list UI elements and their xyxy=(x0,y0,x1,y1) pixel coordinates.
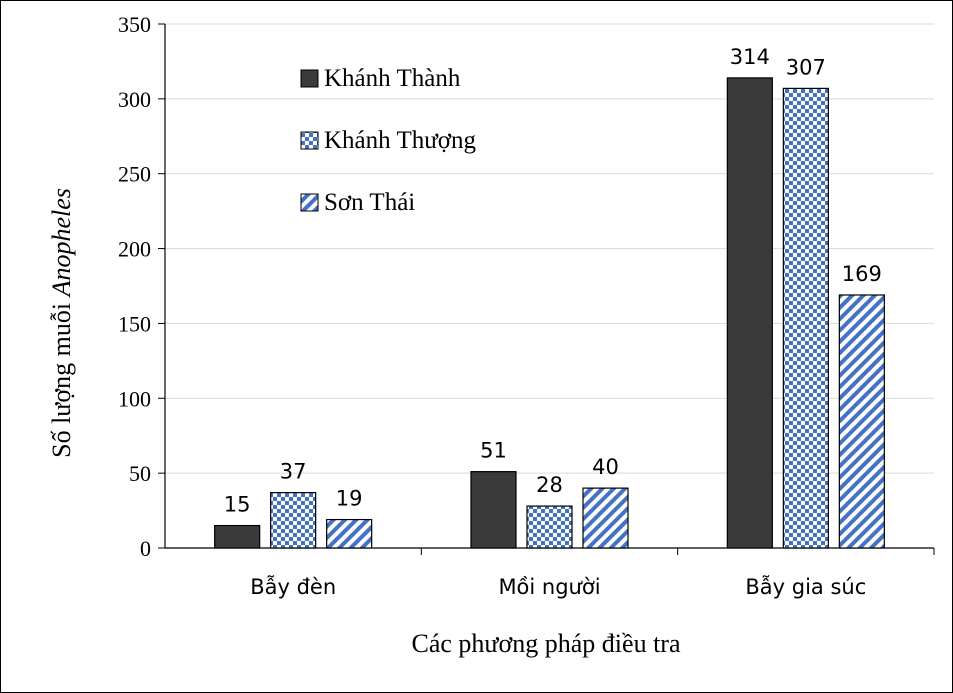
data-label: 15 xyxy=(224,493,251,517)
x-category-label: Mồi người xyxy=(498,575,600,599)
legend: Khánh Thành Khánh Thượng Sơn Thái xyxy=(300,65,476,216)
bar xyxy=(214,524,261,549)
x-category-label: Bẫy gia súc xyxy=(745,574,866,599)
bar xyxy=(526,505,573,549)
y-tick-label: 100 xyxy=(118,386,151,411)
bar xyxy=(582,487,629,549)
y-axis-title-italic: Anopheles xyxy=(47,188,76,298)
legend-swatch xyxy=(300,193,319,212)
data-label: 40 xyxy=(592,455,619,479)
bar xyxy=(470,471,517,549)
bars xyxy=(214,77,885,549)
x-category-label: Bẫy đèn xyxy=(250,574,336,599)
y-tick-label: 200 xyxy=(118,237,151,262)
data-labels: 15 37 19 51 28 40 314 307 169 xyxy=(224,45,882,517)
y-tick-label: 150 xyxy=(118,311,151,336)
data-label: 19 xyxy=(336,487,363,511)
gridlines xyxy=(165,23,934,474)
legend-label: Sơn Thái xyxy=(324,189,415,216)
y-tick-label: 0 xyxy=(140,536,151,561)
data-label: 169 xyxy=(842,262,882,286)
bar xyxy=(326,518,373,549)
legend-swatch xyxy=(300,69,319,88)
y-tick-label: 350 xyxy=(118,12,151,37)
legend-label: Khánh Thượng xyxy=(324,127,476,154)
data-label: 51 xyxy=(480,439,507,463)
data-label: 307 xyxy=(786,55,826,79)
x-axis-title: Các phương pháp điều tra xyxy=(412,629,681,658)
y-axis-title: Số lượng muỗi Anopheles xyxy=(47,188,76,458)
y-tick-label: 50 xyxy=(129,461,151,486)
bar xyxy=(782,87,829,549)
data-label: 314 xyxy=(730,45,770,69)
legend-swatch xyxy=(300,131,319,150)
bar xyxy=(838,294,885,549)
bar xyxy=(270,492,317,549)
bar xyxy=(726,77,773,549)
data-label: 37 xyxy=(280,460,307,484)
legend-label: Khánh Thành xyxy=(324,65,461,92)
y-tick-label: 300 xyxy=(118,87,151,112)
axes: 0 50 100 150 200 250 300 350 Bẫy đèn Mồi người Bẫy… xyxy=(118,12,935,599)
y-axis-title-prefix: Số lượng muỗi xyxy=(47,296,76,457)
y-tick-label: 250 xyxy=(118,162,151,187)
data-label: 28 xyxy=(536,473,563,497)
